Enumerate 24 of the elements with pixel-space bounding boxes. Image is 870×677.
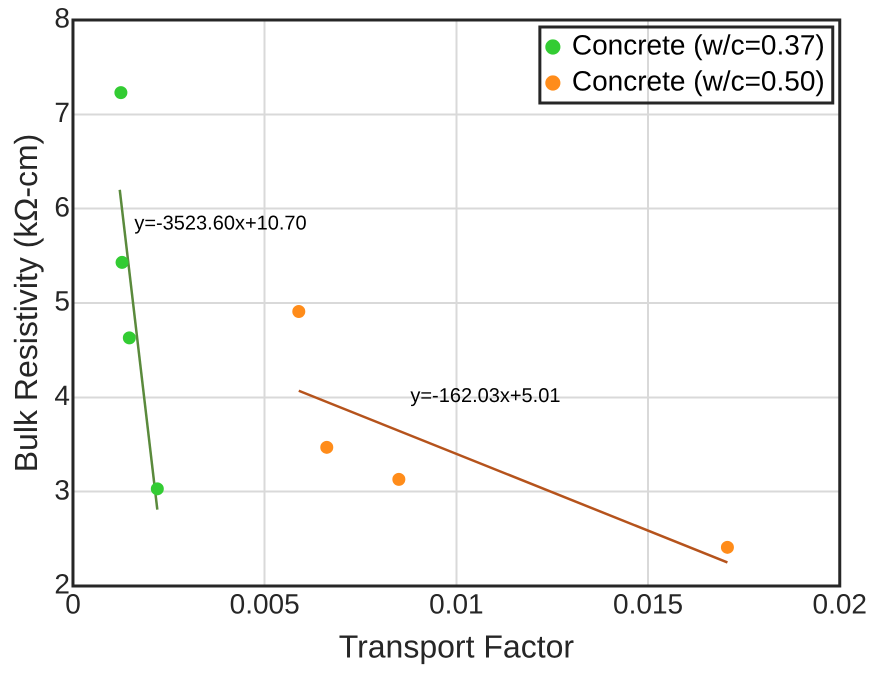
y-tick-label: 3 bbox=[54, 474, 70, 506]
point bbox=[116, 256, 129, 269]
x-tick-label: 0.015 bbox=[613, 588, 684, 620]
x-tick-label: 0.01 bbox=[429, 588, 484, 620]
point bbox=[320, 440, 334, 454]
x-tick-label: 0.02 bbox=[812, 588, 867, 620]
y-tick-label: 5 bbox=[54, 286, 70, 317]
y-tick-label: 4 bbox=[54, 380, 70, 412]
annotation: y=-3523.60x+10.70 bbox=[134, 212, 307, 234]
y-tick-label: 6 bbox=[54, 191, 70, 222]
x-tick-label: 0.005 bbox=[230, 588, 300, 620]
point bbox=[720, 540, 734, 554]
y-axis-title: Bulk Resistivity (kΩ-cm) bbox=[8, 134, 44, 472]
y-tick-label: 7 bbox=[54, 97, 70, 128]
point bbox=[392, 472, 406, 486]
point bbox=[114, 86, 128, 100]
annotation: y=-162.03x+5.01 bbox=[410, 384, 560, 407]
x-axis-title: Transport Factor bbox=[338, 628, 574, 665]
y-tick-label: 8 bbox=[54, 2, 70, 34]
point bbox=[292, 304, 306, 318]
point bbox=[150, 482, 164, 496]
legend-label: Concrete (w/c=0.50) bbox=[572, 66, 825, 97]
point bbox=[122, 331, 136, 344]
legend-label: Concrete (w/c=0.37) bbox=[572, 30, 825, 61]
